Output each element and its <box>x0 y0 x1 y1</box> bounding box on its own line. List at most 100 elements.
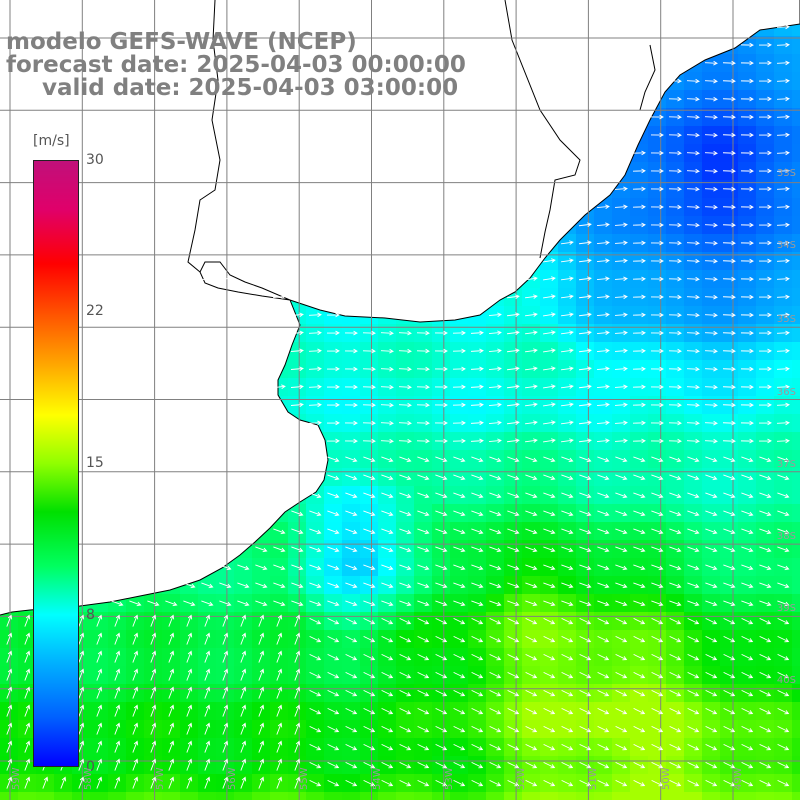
wind-arrow <box>453 510 466 517</box>
wind-arrow <box>470 348 484 354</box>
wind-arrow <box>615 689 628 697</box>
wind-arrow <box>669 689 682 697</box>
wind-arrow <box>759 707 772 715</box>
wind-arrow <box>525 743 538 751</box>
wind-arrow <box>651 653 664 661</box>
wind-arrow <box>78 686 85 699</box>
wind-arrow <box>722 168 736 174</box>
wind-cell <box>180 792 199 800</box>
wind-arrow <box>650 204 664 210</box>
lon-label-51w: 51W <box>588 767 599 790</box>
colorbar-tick-22: 22 <box>86 303 104 319</box>
wind-arrow <box>579 779 592 787</box>
wind-arrow <box>597 671 610 679</box>
wind-arrow <box>453 564 466 571</box>
wind-arrow <box>669 546 682 553</box>
wind-arrow <box>704 258 718 264</box>
valid-date: valid date: 2025-04-03 03:00:00 <box>42 75 459 101</box>
wind-arrow <box>309 546 322 553</box>
wind-cell <box>144 792 163 800</box>
wind-arrow <box>722 150 736 156</box>
wind-arrow <box>452 402 466 408</box>
wind-arrow <box>362 402 376 408</box>
wind-arrow <box>78 632 85 645</box>
wind-arrow <box>759 474 772 481</box>
wind-arrow <box>186 668 193 681</box>
wind-arrow <box>723 600 736 607</box>
wind-arrow <box>308 384 322 390</box>
wind-arrow <box>596 384 610 390</box>
wind-arrow <box>506 420 520 425</box>
wind-arrow <box>132 776 139 789</box>
wind-arrow <box>740 330 754 336</box>
wind-arrow <box>96 722 103 735</box>
wind-cell <box>792 270 800 289</box>
wind-arrow <box>222 668 229 681</box>
wind-arrow <box>471 600 484 607</box>
wind-arrow <box>687 653 700 661</box>
wind-arrow <box>309 492 322 499</box>
wind-arrow <box>597 528 610 535</box>
wind-arrow <box>687 671 700 679</box>
wind-arrow <box>543 600 556 607</box>
wind-arrow <box>615 456 628 463</box>
wind-arrow <box>240 686 247 699</box>
wind-cell <box>720 792 739 800</box>
wind-arrow <box>326 348 340 354</box>
wind-arrow <box>740 78 754 84</box>
wind-arrow <box>308 402 322 408</box>
wind-arrow <box>704 276 718 282</box>
wind-arrow <box>96 776 103 789</box>
wind-arrow <box>222 758 229 771</box>
wind-arrow <box>704 132 718 138</box>
wind-arrow <box>258 614 265 627</box>
wind-arrow <box>114 668 121 681</box>
wind-arrow <box>345 635 358 643</box>
wind-arrow <box>309 725 322 733</box>
wind-arrow <box>543 528 556 535</box>
wind-arrow <box>669 635 682 643</box>
land-area <box>0 0 800 615</box>
wind-arrow <box>168 650 175 663</box>
wind-arrow <box>258 776 265 789</box>
wind-arrow <box>741 761 754 769</box>
wind-arrow <box>363 743 376 751</box>
wind-arrow <box>560 384 574 389</box>
wind-arrow <box>705 456 718 463</box>
wind-arrow <box>740 276 754 282</box>
wind-arrow <box>416 438 430 444</box>
wind-cell <box>792 468 800 487</box>
wind-arrow <box>560 366 574 371</box>
wind-arrow <box>777 546 790 553</box>
wind-arrow <box>489 474 502 481</box>
wind-arrow <box>525 582 538 589</box>
wind-arrow <box>597 600 610 607</box>
wind-arrow <box>650 330 664 336</box>
wind-arrow <box>309 707 322 715</box>
wind-arrow <box>615 671 628 679</box>
wind-arrow <box>776 276 790 282</box>
wind-arrow <box>326 438 340 444</box>
wind-arrow <box>597 653 610 661</box>
wind-arrow <box>276 614 283 627</box>
wind-arrow <box>777 635 790 643</box>
wind-arrow <box>291 564 304 571</box>
wind-arrow <box>96 614 103 627</box>
wind-arrow <box>722 132 736 138</box>
wind-arrow <box>741 510 754 517</box>
wind-arrow <box>398 348 412 354</box>
wind-arrow <box>417 528 430 535</box>
wind-cell <box>792 666 800 685</box>
wind-arrow <box>615 653 628 661</box>
wind-arrow <box>237 600 250 607</box>
wind-arrow <box>471 528 484 535</box>
lat-label-36s: 36S <box>776 387 796 398</box>
wind-arrow <box>6 650 13 663</box>
wind-arrow <box>435 689 448 697</box>
forecast-date: forecast date: 2025-04-03 00:00:00 <box>6 52 466 78</box>
wind-arrow <box>381 582 394 589</box>
wind-arrow <box>78 740 85 753</box>
wind-arrow <box>258 722 265 735</box>
wind-arrow <box>614 312 628 318</box>
wind-arrow <box>776 24 790 30</box>
